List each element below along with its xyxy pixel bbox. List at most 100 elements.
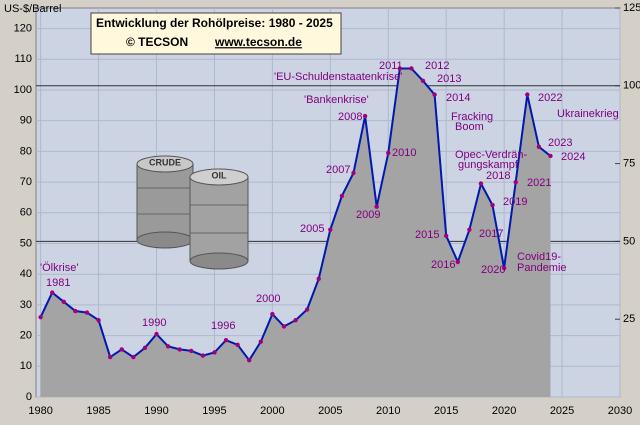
x-tick-label: 2000 — [260, 405, 284, 417]
point — [270, 311, 275, 317]
barrels: CRUDE OIL — [136, 155, 249, 270]
point — [165, 344, 171, 349]
annotation: 1981 — [46, 277, 70, 289]
barrel-label: OIL — [212, 170, 228, 180]
annotation: 1996 — [211, 320, 235, 332]
point — [84, 310, 90, 315]
annotation: 1990 — [142, 317, 166, 329]
y2-tick-label: 100 — [623, 80, 640, 92]
x-tick-label: 2005 — [318, 405, 342, 417]
y-tick-label: 110 — [14, 53, 32, 65]
point — [409, 66, 414, 71]
annotation: 2018 — [486, 170, 510, 182]
annotation: 2005 — [300, 223, 324, 235]
annotation: 'Bankenkrise' — [304, 94, 369, 106]
annotation: 2007 — [326, 164, 350, 176]
y2-tick-label: 25 — [623, 313, 635, 325]
chart-title: Entwicklung der Rohölpreise: 1980 - 2025 — [96, 16, 333, 30]
x-tick-label: 2020 — [492, 405, 516, 417]
y-tick-label: 120 — [14, 22, 32, 34]
point — [386, 150, 391, 156]
annotation: Pandemie — [517, 262, 567, 274]
annotation: 2017 — [479, 228, 503, 240]
x-tick-label: 1995 — [202, 405, 226, 417]
annotation: Covid19- — [517, 251, 561, 263]
point — [374, 204, 379, 209]
point — [281, 324, 287, 329]
barrel-label: CRUDE — [149, 157, 181, 167]
y-tick-label: 30 — [20, 299, 32, 311]
y-tick-label: 50 — [20, 237, 32, 249]
point — [189, 348, 194, 354]
point — [200, 353, 206, 358]
annotation: Fracking — [451, 111, 493, 123]
annotation: 2024 — [561, 151, 585, 163]
annotation: 2016 — [431, 259, 455, 271]
point — [154, 331, 159, 337]
point — [38, 314, 43, 320]
annotation: Boom — [455, 121, 484, 133]
point — [61, 299, 67, 305]
point — [142, 345, 148, 351]
annotation: 2012 — [425, 60, 449, 72]
y-tick-label: 0 — [26, 391, 32, 403]
point — [490, 202, 495, 208]
point — [235, 342, 240, 348]
annotation: Ukrainekrieg — [557, 108, 619, 120]
y2-tick-label: 125 — [623, 2, 640, 14]
point — [455, 259, 460, 265]
annotation: 2022 — [538, 92, 562, 104]
point — [339, 193, 345, 199]
point — [432, 92, 437, 97]
y-tick-label: 90 — [20, 115, 32, 127]
point — [212, 350, 217, 355]
x-tick-label: 2025 — [550, 405, 574, 417]
annotation: 2023 — [548, 137, 572, 149]
copyright: © TECSON — [126, 35, 188, 49]
y-tick-label: 40 — [20, 268, 32, 280]
point — [73, 308, 78, 314]
point — [501, 265, 507, 271]
annotation: 2009 — [356, 209, 380, 221]
y2-tick-label: 75 — [623, 158, 635, 170]
point — [258, 339, 263, 344]
point — [50, 290, 55, 295]
y-axis-label: US-$/Barrel — [4, 3, 61, 15]
x-tick-label: 2030 — [608, 405, 632, 417]
annotation: 2021 — [527, 177, 551, 189]
y-tick-label: 20 — [20, 330, 32, 342]
annotation: gungskampf — [458, 159, 519, 171]
annotation: 2019 — [503, 196, 527, 208]
point — [177, 347, 182, 352]
x-tick-label: 1985 — [86, 405, 110, 417]
point — [131, 354, 136, 360]
annotation: 2020 — [481, 264, 505, 276]
point — [351, 170, 356, 176]
annotation: 2011 — [379, 60, 403, 72]
point — [443, 233, 449, 239]
x-tick-label: 2010 — [376, 405, 400, 417]
annotation: 'EU-Schuldenstaatenkrise' — [274, 71, 402, 83]
point — [362, 113, 368, 119]
y-tick-label: 70 — [20, 176, 32, 188]
annotation: 'Ölkrise' — [40, 262, 78, 274]
point — [467, 227, 472, 232]
annotation: 2008 — [338, 111, 362, 123]
point — [247, 357, 252, 363]
y-tick-label: 100 — [14, 84, 32, 96]
area — [40, 68, 551, 397]
point — [316, 276, 321, 281]
x-tick-label: 1980 — [28, 405, 52, 417]
point — [328, 227, 333, 232]
point — [536, 144, 542, 149]
marks — [38, 66, 553, 397]
x-tick-label: 2015 — [434, 405, 458, 417]
point — [548, 153, 553, 159]
url: www.tecson.de — [214, 35, 302, 49]
y-tick-label: 80 — [20, 145, 32, 157]
point — [119, 347, 124, 352]
annotation: 2000 — [256, 293, 280, 305]
point — [513, 179, 518, 185]
